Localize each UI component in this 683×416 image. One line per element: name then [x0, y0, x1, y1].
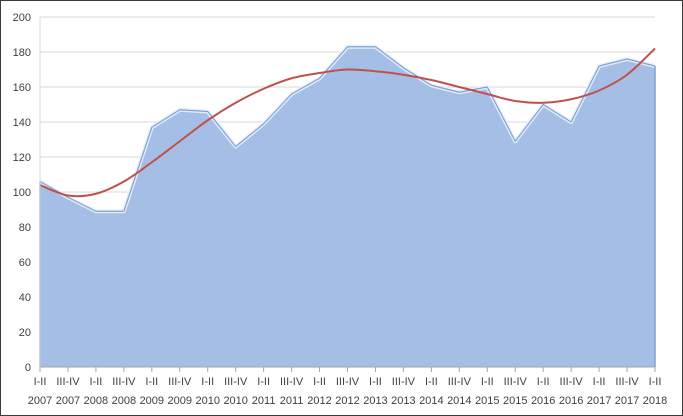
x-tick-label-period: III-IV	[56, 376, 80, 388]
x-tick-label-year: 2008	[84, 395, 108, 407]
y-tick-label: 20	[19, 327, 31, 339]
x-tick-label-year: 2011	[280, 395, 304, 407]
x-tick-label-year: 2017	[615, 395, 639, 407]
x-tick-label-year: 2011	[252, 395, 276, 407]
x-tick-label-year: 2015	[475, 395, 499, 407]
x-tick-label-period: I-II	[425, 376, 438, 388]
x-tick-label-period: I-II	[313, 376, 326, 388]
x-tick-label-period: I-II	[649, 376, 662, 388]
trendline	[39, 47, 656, 198]
x-tick-label-period: III-IV	[615, 376, 639, 388]
x-tick-label-period: III-IV	[336, 376, 360, 388]
x-tick-label-period: III-IV	[392, 376, 416, 388]
x-tick-label-period: I-II	[369, 376, 382, 388]
trendline-group	[39, 47, 656, 198]
x-tick-label-period: I-II	[89, 376, 102, 388]
x-tick-label-period: III-IV	[112, 376, 136, 388]
y-tick-label: 180	[13, 47, 31, 59]
x-tick-label-year: 2018	[643, 395, 667, 407]
x-tick-label-year: 2008	[112, 395, 136, 407]
x-tick-label-year: 2012	[335, 395, 359, 407]
x-tick-label-period: III-IV	[560, 376, 584, 388]
x-tick-label-year: 2010	[223, 395, 247, 407]
y-tick-labels: 0 20 40 60 80 100 120 140 160 180 200	[13, 12, 31, 374]
axes	[39, 17, 656, 372]
x-tick-label-period: III-IV	[448, 376, 472, 388]
x-tick-label-period: I-II	[34, 376, 47, 388]
x-tick-label-year: 2015	[503, 395, 527, 407]
y-tick-label: 120	[13, 152, 31, 164]
x-tick-label-period: I-II	[593, 376, 606, 388]
x-tick-label-year: 2014	[447, 395, 471, 407]
y-tick-label: 80	[19, 222, 31, 234]
x-tick-label-period: I-II	[537, 376, 550, 388]
area-series-group	[39, 44, 656, 367]
area-top-edge	[39, 46, 656, 212]
x-tick-label-period: III-IV	[280, 376, 304, 388]
x-tick-label-year: 2007	[56, 395, 80, 407]
x-tick-label-period: I-II	[257, 376, 270, 388]
x-tick-label-year: 2009	[168, 395, 192, 407]
x-tick-label-year: 2013	[391, 395, 415, 407]
x-tick-label-year: 2016	[559, 395, 583, 407]
y-tick-label: 140	[13, 117, 31, 129]
x-tick-label-period: III-IV	[504, 376, 528, 388]
x-tick-label-period: I-II	[145, 376, 158, 388]
x-tick-label-period: III-IV	[168, 376, 192, 388]
y-tick-label: 40	[19, 292, 31, 304]
x-tick-label-period: I-II	[201, 376, 214, 388]
x-tick-label-period: III-IV	[224, 376, 248, 388]
x-tick-label-year: 2014	[419, 395, 443, 407]
x-tick-label-year: 2007	[28, 395, 52, 407]
x-tick-labels: I-II 2007 III-IV 2007 I-II 2008 III-IV 2008 I-II…	[28, 376, 667, 407]
y-tick-label: 100	[13, 187, 31, 199]
area-fill	[40, 46, 655, 367]
x-tick-label-year: 2013	[363, 395, 387, 407]
x-tick-label-period: I-II	[481, 376, 494, 388]
y-tick-label: 160	[13, 82, 31, 94]
y-tick-label: 60	[19, 257, 31, 269]
x-tick-label-year: 2010	[195, 395, 219, 407]
y-tick-label: 200	[13, 12, 31, 24]
y-tick-label: 0	[25, 362, 31, 374]
x-tick-label-year: 2009	[140, 395, 164, 407]
x-tick-label-year: 2017	[587, 395, 611, 407]
x-tick-label-year: 2012	[307, 395, 331, 407]
x-tick-label-year: 2016	[531, 395, 555, 407]
